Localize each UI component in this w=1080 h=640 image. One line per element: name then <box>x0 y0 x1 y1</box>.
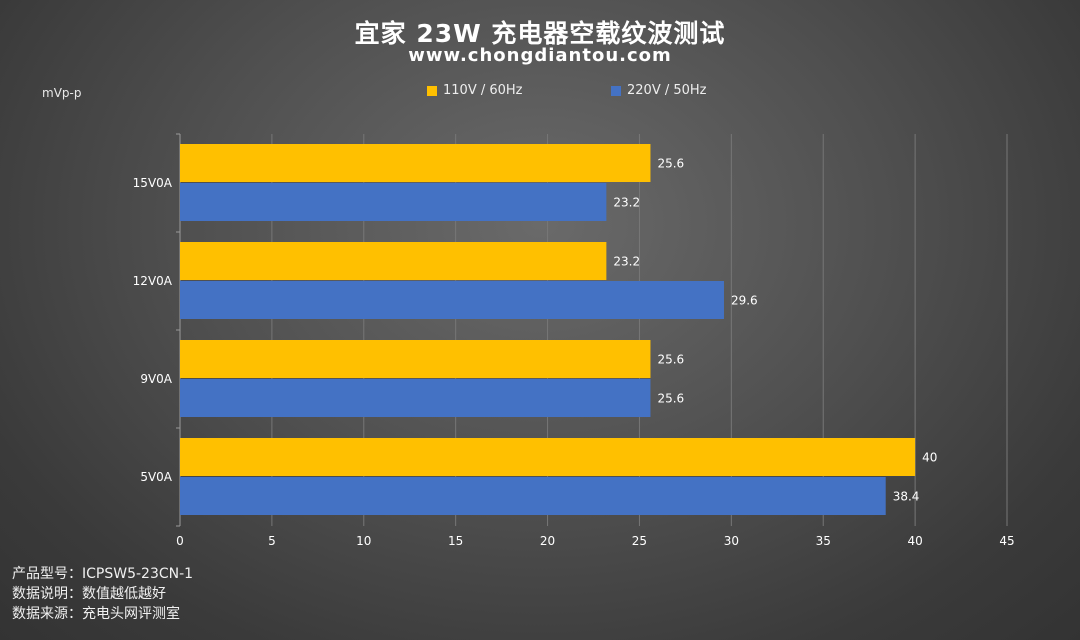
category-label: 5V0A <box>140 470 172 484</box>
legend-item-110v: 110V / 60Hz <box>427 83 523 98</box>
x-tick-label: 45 <box>999 534 1014 548</box>
chart-title: 宜家 23W 充电器空载纹波测试 <box>354 19 726 48</box>
legend-swatch-220v <box>611 85 621 96</box>
bar-220v <box>180 477 886 515</box>
bar-220v <box>180 183 607 221</box>
footer-model: 产品型号：ICPSW5-23CN-1 <box>12 566 194 582</box>
legend-label-110v: 110V / 60Hz <box>443 83 523 98</box>
x-tick-label: 5 <box>268 534 276 548</box>
x-tick-label: 30 <box>724 534 739 548</box>
legend-label-220v: 220V / 50Hz <box>627 83 707 98</box>
bar-110v <box>180 242 607 280</box>
unit-label: mVp-p <box>42 86 82 100</box>
data-label-110v: 25.6 <box>657 353 684 367</box>
bar-110v <box>180 144 651 182</box>
footer-source: 数据来源：充电头网评测室 <box>12 606 180 622</box>
data-label-220v: 25.6 <box>657 392 684 406</box>
x-tick-label: 0 <box>176 534 184 548</box>
legend-swatch-110v <box>427 85 437 96</box>
data-label-110v: 25.6 <box>657 157 684 171</box>
data-label-110v: 23.2 <box>613 255 640 269</box>
data-label-220v: 29.6 <box>731 294 758 308</box>
category-label: 12V0A <box>133 274 173 288</box>
x-tick-label: 40 <box>907 534 922 548</box>
x-tick-label: 25 <box>632 534 647 548</box>
x-tick-label: 10 <box>356 534 371 548</box>
legend-item-220v: 220V / 50Hz <box>611 83 707 98</box>
bar-110v <box>180 438 916 476</box>
data-label-110v: 40 <box>922 451 937 465</box>
category-label: 15V0A <box>133 176 173 190</box>
data-label-220v: 23.2 <box>613 196 640 210</box>
bar-110v <box>180 340 651 378</box>
footer-note: 数据说明：数值越低越好 <box>12 586 166 602</box>
data-label-220v: 38.4 <box>893 490 920 504</box>
category-label: 9V0A <box>140 372 172 386</box>
bar-220v <box>180 281 724 319</box>
chart-subtitle: www.chongdiantou.com <box>408 45 672 66</box>
bar-220v <box>180 379 651 417</box>
x-tick-label: 20 <box>540 534 555 548</box>
x-tick-label: 35 <box>816 534 831 548</box>
x-tick-label: 15 <box>448 534 463 548</box>
